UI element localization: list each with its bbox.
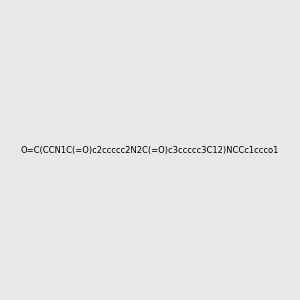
Text: O=C(CCN1C(=O)c2ccccc2N2C(=O)c3ccccc3C12)NCCc1ccco1: O=C(CCN1C(=O)c2ccccc2N2C(=O)c3ccccc3C12)… — [21, 146, 279, 154]
